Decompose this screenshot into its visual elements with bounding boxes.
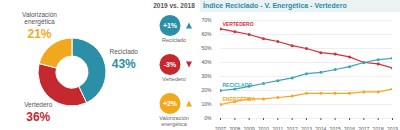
- svg-text:0%: 0%: [204, 115, 212, 121]
- svg-text:21%: 21%: [28, 27, 52, 41]
- svg-text:2015: 2015: [330, 126, 341, 130]
- svg-text:2019: 2019: [387, 126, 398, 130]
- svg-text:+1%: +1%: [163, 22, 178, 29]
- html-text:Índice Reciclado - V. Energéti: Índice Reciclado - V. Energética - Verte…: [203, 2, 347, 9]
- html-text:Vertedero: Vertedero: [162, 76, 186, 82]
- svg-text:2011: 2011: [272, 126, 283, 130]
- svg-text:2014: 2014: [315, 126, 326, 130]
- svg-text:+2%: +2%: [163, 100, 178, 107]
- svg-text:43%: 43%: [112, 57, 136, 71]
- svg-text:30%: 30%: [201, 73, 212, 79]
- svg-text:10%: 10%: [201, 101, 212, 107]
- svg-text:50%: 50%: [201, 45, 212, 51]
- svg-text:Valorizaciónenergética: Valorizaciónenergética: [22, 11, 57, 26]
- svg-text:Reciclado: Reciclado: [109, 48, 138, 55]
- svg-text:2016: 2016: [344, 126, 355, 130]
- svg-text:20%: 20%: [201, 87, 212, 93]
- svg-text:2010: 2010: [258, 126, 269, 130]
- svg-text:2017: 2017: [358, 126, 369, 130]
- svg-text:2012: 2012: [287, 126, 298, 130]
- html-text:Valorización energética: Valorización energética: [159, 115, 189, 127]
- svg-text:2018: 2018: [373, 126, 384, 130]
- svg-text:70%: 70%: [201, 17, 212, 23]
- html-text:2019 vs. 2018: 2019 vs. 2018: [153, 2, 195, 9]
- svg-text:2009: 2009: [244, 126, 255, 130]
- svg-text:ENERGÉTICA: ENERGÉTICA: [223, 95, 256, 102]
- svg-text:Vertedero: Vertedero: [24, 101, 53, 108]
- svg-text:40%: 40%: [201, 59, 212, 65]
- svg-text:36%: 36%: [26, 110, 50, 124]
- svg-text:-3%: -3%: [164, 61, 177, 68]
- svg-text:2007: 2007: [215, 126, 226, 130]
- svg-text:2008: 2008: [229, 126, 240, 130]
- svg-text:2013: 2013: [301, 126, 312, 130]
- html-text:Reciclado: Reciclado: [161, 37, 187, 43]
- svg-text:VERTEDERO: VERTEDERO: [223, 21, 254, 27]
- svg-text:60%: 60%: [201, 31, 212, 37]
- svg-text:RECICLADO: RECICLADO: [223, 82, 253, 88]
